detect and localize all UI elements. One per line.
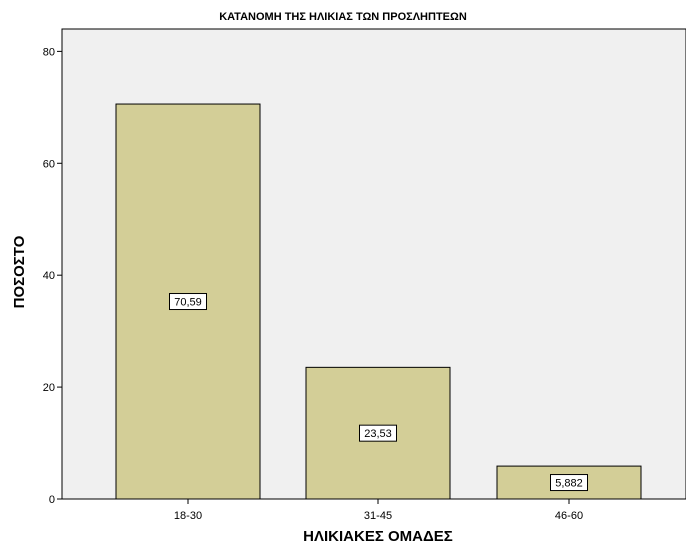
y-axis-title: ΠΟΣΟΣΤΟ bbox=[11, 235, 28, 308]
x-tick-label-18-30: 18-30 bbox=[174, 510, 202, 522]
data-label-18-30: 70,59 bbox=[174, 297, 202, 309]
data-labels-group: 70,59 23,53 5,882 bbox=[169, 293, 588, 492]
data-label-box-18-30 bbox=[169, 293, 207, 311]
data-label-46-60: 5,882 bbox=[555, 478, 583, 490]
axes-group: 18-30 31-45 46-60 0 20 40 60 80 bbox=[43, 29, 686, 522]
y-tick-label-20: 20 bbox=[43, 382, 55, 394]
data-label-box-31-45 bbox=[359, 424, 397, 442]
data-label-31-45: 23,53 bbox=[364, 428, 392, 440]
y-tick-label-60: 60 bbox=[43, 158, 55, 170]
x-tick-label-46-60: 46-60 bbox=[555, 510, 583, 522]
y-tick-label-40: 40 bbox=[43, 270, 55, 282]
y-tick-label-0: 0 bbox=[49, 494, 55, 506]
x-tick-label-31-45: 31-45 bbox=[364, 510, 392, 522]
y-tick-label-80: 80 bbox=[43, 46, 55, 58]
x-axis-title: ΗΛΙΚΙΑΚΕΣ ΟΜΑΔΕΣ bbox=[303, 528, 453, 545]
data-label-box-46-60 bbox=[550, 474, 588, 492]
chart-title: ΚΑΤΑΝΟΜΗ ΤΗΣ ΗΛΙΚΙΑΣ ΤΩΝ ΠΡΟΣΛΗΠΤΕΩΝ bbox=[219, 11, 467, 23]
bar-46-60 bbox=[496, 465, 642, 500]
